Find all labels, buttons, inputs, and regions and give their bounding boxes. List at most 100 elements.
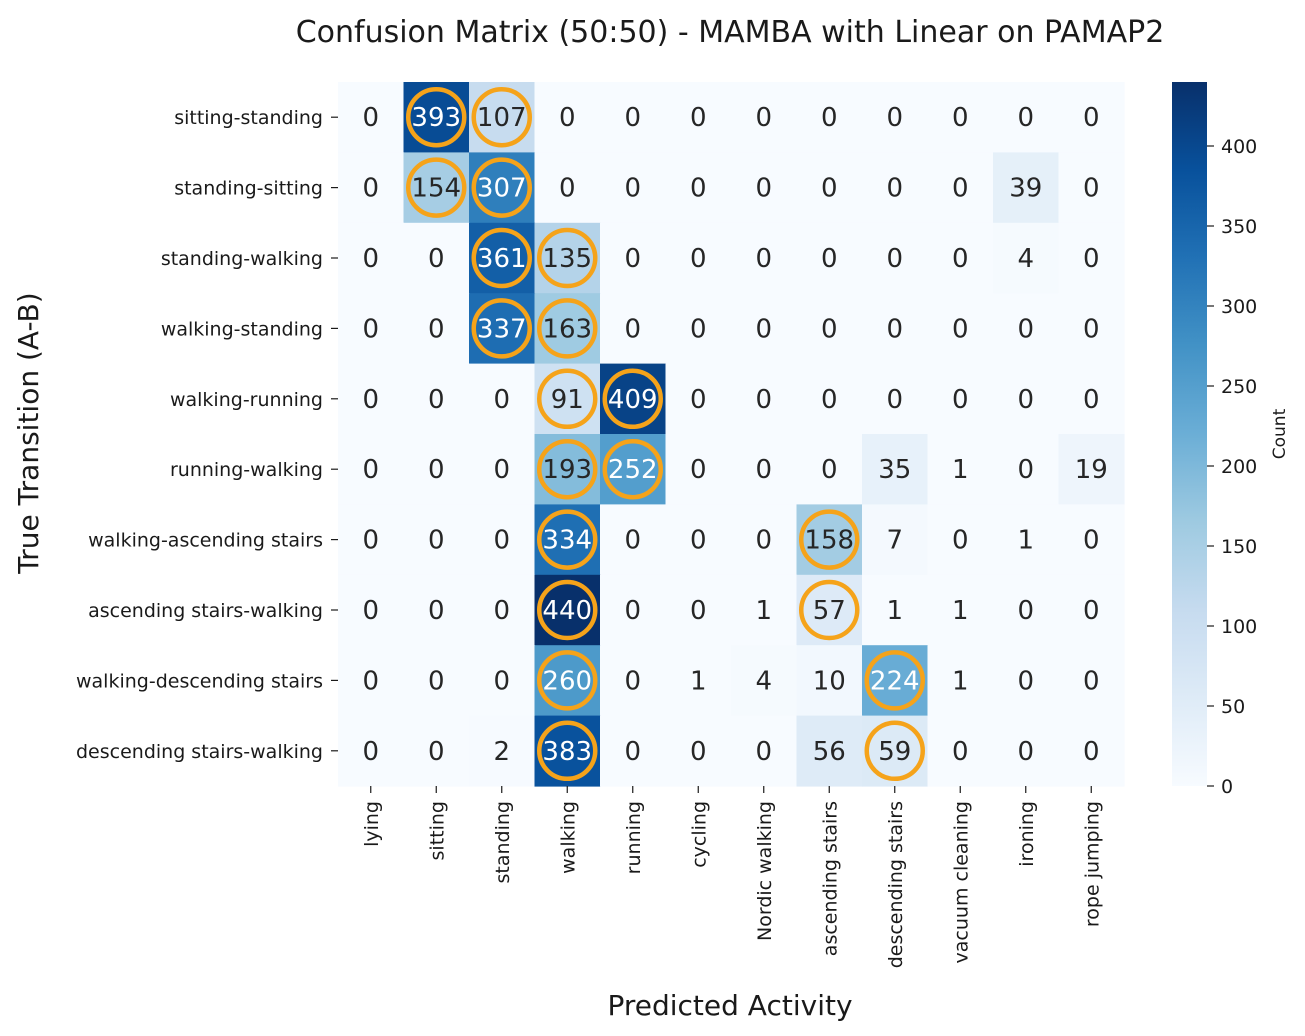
cell-value: 393 <box>411 103 461 133</box>
heatmap-cell <box>469 82 536 153</box>
y-tick-label: ascending stairs-walking <box>88 600 323 622</box>
cell-value: 0 <box>624 314 641 344</box>
cell-value: 0 <box>1083 244 1100 274</box>
cell-value: 0 <box>559 103 576 133</box>
colorbar-tick-label: 0 <box>1221 776 1233 798</box>
cell-value: 0 <box>755 526 772 556</box>
heatmap-cell <box>796 222 863 294</box>
cell-value: 0 <box>952 314 969 344</box>
cell-value: 440 <box>542 596 592 626</box>
cell-value: 4 <box>755 666 772 696</box>
highlight-circle <box>602 438 663 500</box>
heatmap-cell <box>993 645 1060 717</box>
heatmap-cell <box>338 574 405 646</box>
highlight-circle <box>864 720 925 782</box>
heatmap-cell <box>665 504 732 576</box>
highlight-circle <box>406 86 467 148</box>
y-axis-label: True Transition (A-B) <box>12 292 45 574</box>
cell-value: 135 <box>542 244 592 274</box>
cell-value: 1 <box>952 596 969 626</box>
heatmap-cell <box>469 293 536 365</box>
heatmap-cell <box>534 645 601 717</box>
highlight-circle <box>471 298 532 359</box>
heatmap-cell <box>927 645 994 717</box>
cell-value: 0 <box>1083 314 1100 344</box>
cell-value: 0 <box>952 737 969 767</box>
cell-value: 0 <box>952 103 969 133</box>
heatmap-cell <box>862 434 929 505</box>
x-axis-label: Predicted Activity <box>607 989 852 1022</box>
x-tick-label: ironing <box>1016 801 1038 867</box>
heatmap-cell <box>534 434 601 505</box>
heatmap-cell <box>665 434 732 505</box>
cell-value: 0 <box>886 385 903 415</box>
heatmap-cell <box>1058 574 1125 646</box>
cell-value: 57 <box>813 596 846 626</box>
heatmap-cells <box>338 82 1125 787</box>
cell-value: 0 <box>428 666 445 696</box>
cell-value: 154 <box>411 174 461 204</box>
cell-value: 0 <box>690 244 707 274</box>
heatmap-cell <box>534 715 601 787</box>
cell-value: 0 <box>1083 596 1100 626</box>
cell-value: 1 <box>952 666 969 696</box>
cell-value: 163 <box>542 314 592 344</box>
heatmap-cell <box>665 82 732 153</box>
cell-value: 59 <box>878 737 911 767</box>
y-tick-label: standing-sitting <box>174 178 323 200</box>
cell-value: 0 <box>428 526 445 556</box>
x-tick-label: cycling <box>688 801 710 868</box>
heatmap-cell <box>600 152 667 224</box>
cell-value: 56 <box>813 737 846 767</box>
heatmap-cell <box>796 293 863 365</box>
cell-value: 0 <box>493 666 510 696</box>
cell-value: 0 <box>1017 666 1034 696</box>
heatmap-cell <box>403 574 470 646</box>
cell-value: 0 <box>493 385 510 415</box>
cell-value: 0 <box>1083 666 1100 696</box>
highlight-circle <box>799 509 860 570</box>
highlight-circle <box>537 368 598 430</box>
y-tick-label: sitting-standing <box>174 107 323 129</box>
cell-value: 0 <box>362 314 379 344</box>
heatmap-cell <box>731 152 798 224</box>
highlight-circle <box>602 368 663 430</box>
heatmap-cell <box>993 504 1060 576</box>
cell-value: 0 <box>559 174 576 204</box>
cell-value: 1 <box>1017 526 1034 556</box>
cell-value: 39 <box>1009 174 1042 204</box>
heatmap-cell <box>993 715 1060 787</box>
cell-value: 337 <box>477 314 527 344</box>
cell-value: 0 <box>624 103 641 133</box>
heatmap-cell <box>403 293 470 365</box>
heatmap-cell <box>338 152 405 224</box>
heatmap-cell <box>927 363 994 435</box>
heatmap-cell <box>665 222 732 294</box>
heatmap-cell <box>796 715 863 787</box>
cell-value: 0 <box>886 314 903 344</box>
heatmap-cell <box>469 715 536 787</box>
heatmap-cell <box>927 82 994 153</box>
highlight-circle <box>799 579 860 641</box>
heatmap-cell <box>927 293 994 365</box>
cell-value: 0 <box>755 385 772 415</box>
heatmap-cell <box>796 152 863 224</box>
heatmap-cell <box>1058 293 1125 365</box>
heatmap-cell <box>1058 152 1125 224</box>
heatmap-cell <box>403 363 470 435</box>
heatmap-cell <box>338 434 405 505</box>
y-tick-label: walking-descending stairs <box>76 670 323 692</box>
cell-value: 0 <box>493 455 510 485</box>
heatmap-cell <box>534 222 601 294</box>
cell-value: 0 <box>821 103 838 133</box>
heatmap-cell <box>665 574 732 646</box>
cell-value: 0 <box>821 244 838 274</box>
heatmap-cell <box>403 504 470 576</box>
heatmap-cell <box>338 82 405 153</box>
heatmap-cell <box>796 574 863 646</box>
heatmap-cell <box>862 504 929 576</box>
cell-value: 0 <box>755 103 772 133</box>
heatmap-cell <box>600 434 667 505</box>
cell-value: 2 <box>493 737 510 767</box>
